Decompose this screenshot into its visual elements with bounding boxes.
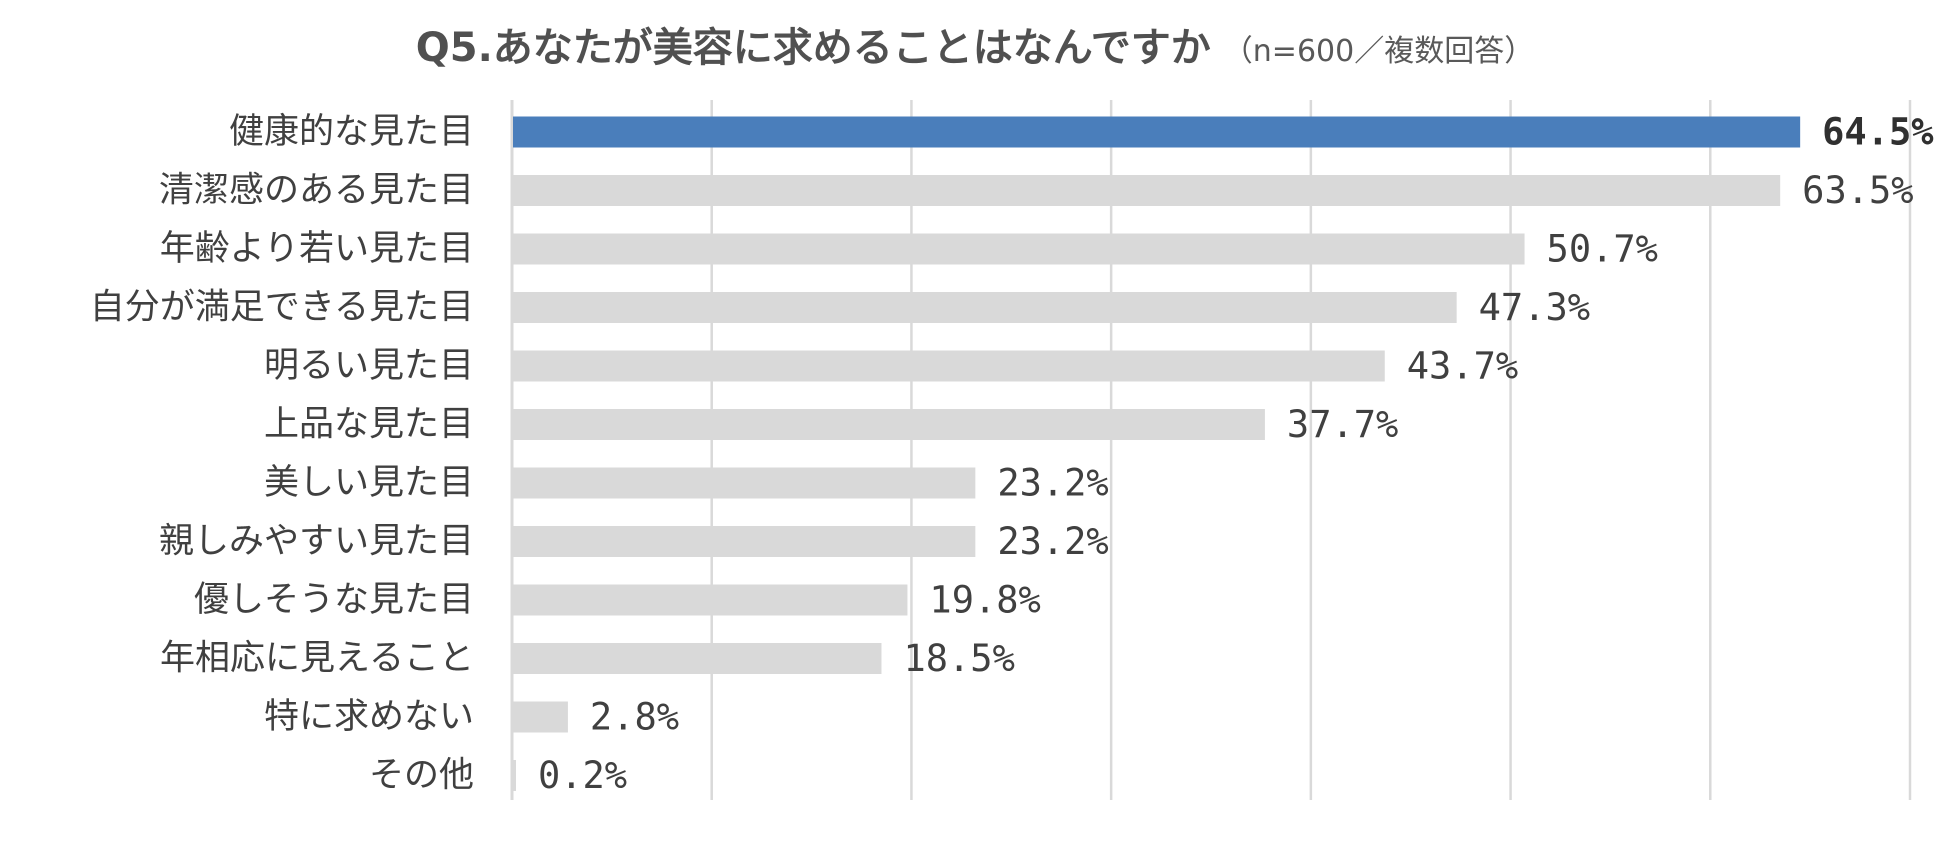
bar: [513, 292, 1457, 323]
bar: [513, 350, 1385, 382]
bar: [513, 526, 976, 557]
data-label: 37.7%: [1287, 403, 1398, 446]
data-label: 47.3%: [1479, 286, 1590, 329]
bar: [513, 467, 976, 499]
value-labels: 64.5% 63.5% 50.7% 47.3% 43.7%37.7% 23.2% 23.2%…: [538, 111, 1934, 798]
bars: [513, 116, 1801, 791]
data-label: 43.7%: [1407, 345, 1518, 388]
chart-title-main: Q5.あなたが美容に求めることはなんですか: [415, 25, 1211, 71]
gridlines: [510, 100, 1912, 800]
category-label: 自分が満足できる見た目: [90, 288, 474, 328]
category-label: 優しそうな見た目: [194, 580, 474, 620]
chart-title: Q5.あなたが美容に求めることはなんですか （n=600／複数回答）: [0, 18, 1950, 86]
category-label: 親しみやすい見た目: [159, 522, 474, 562]
data-label: 64.5%: [1822, 111, 1934, 154]
data-label: 2.8%: [590, 696, 679, 739]
category-label: 特に求めない: [264, 697, 474, 737]
data-label: 19.8%: [929, 579, 1040, 622]
category-label: 明るい見た目: [264, 346, 474, 386]
bar: [513, 116, 1801, 148]
category-label: 清潔感のある見た目: [159, 171, 474, 211]
category-label: 年相応に見えること: [160, 639, 474, 679]
bar: [513, 409, 1265, 440]
data-label: 23.2%: [997, 520, 1108, 563]
bar: [513, 584, 908, 616]
bar: [513, 175, 1781, 206]
bar: [513, 701, 568, 733]
bar: [513, 643, 882, 674]
bar: [513, 233, 1525, 265]
data-label: 23.2%: [997, 462, 1108, 505]
category-label: 年齢より若い見た目: [160, 229, 474, 269]
category-label: その他: [369, 756, 474, 796]
chart-title-subtitle: （n=600／複数回答）: [1222, 34, 1535, 69]
category-label: 上品な見た目: [264, 405, 474, 445]
category-label: 健康的な見た目: [229, 112, 474, 152]
category-labels: 健康的な見た目清潔感のある見た目年齢より若い見た目自分が満足できる見た目明るい見…: [90, 112, 474, 796]
bar: [513, 760, 516, 791]
category-label: 美しい見た目: [264, 463, 474, 503]
data-label: 18.5%: [903, 637, 1014, 680]
data-label: 50.7%: [1547, 228, 1658, 271]
data-label: 63.5%: [1802, 169, 1913, 212]
data-label: 0.2%: [538, 754, 627, 797]
